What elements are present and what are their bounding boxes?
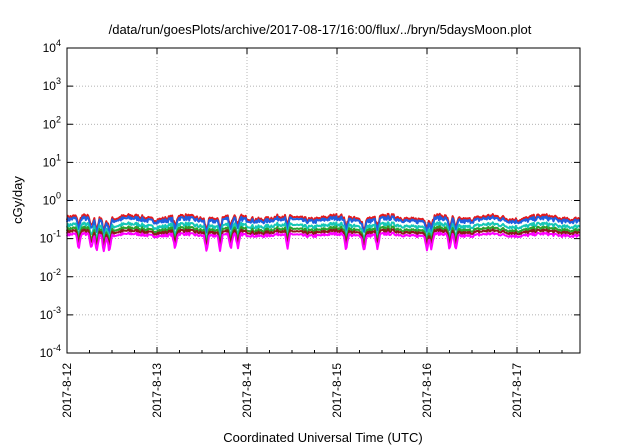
series-line — [66, 215, 581, 235]
y-tick-label: 101 — [43, 152, 61, 169]
series-group — [66, 212, 581, 253]
x-tick-label: 2017-8-14 — [240, 363, 254, 418]
y-tick-label: 10-2 — [40, 267, 61, 284]
y-tick-label: 102 — [43, 114, 61, 131]
series-line — [66, 212, 581, 232]
plot-frame — [66, 47, 581, 354]
y-tick-label: 103 — [43, 76, 61, 93]
series-line — [66, 225, 581, 245]
x-tick-label: 2017-8-13 — [150, 363, 164, 418]
x-axis: 2017-8-12 2017-8-13 2017-8-14 2017-8-15 2017… — [60, 48, 563, 418]
x-tick-label: 2017-8-17 — [510, 363, 524, 418]
series-line — [66, 231, 581, 253]
y-tick-label: 10-3 — [40, 305, 61, 322]
y-tick-label: 10-1 — [40, 229, 61, 246]
y-axis: 10-4 10-3 10-2 10-1 100 101 102 103 104 — [40, 38, 580, 360]
grid — [67, 48, 580, 353]
y-tick-label: 100 — [43, 191, 61, 208]
x-tick-label: 2017-8-12 — [60, 363, 74, 418]
x-axis-title: Coordinated Universal Time (UTC) — [223, 430, 422, 445]
x-tick-label: 2017-8-15 — [330, 363, 344, 418]
x-tick-label: 2017-8-16 — [420, 363, 434, 418]
y-tick-label: 10-4 — [40, 343, 61, 360]
series-line — [66, 228, 581, 248]
y-axis-title: cGy/day — [10, 176, 25, 224]
chart-title: /data/run/goesPlots/archive/2017-08-17/1… — [109, 22, 532, 37]
series-line — [66, 221, 581, 241]
y-tick-label: 104 — [43, 38, 61, 55]
